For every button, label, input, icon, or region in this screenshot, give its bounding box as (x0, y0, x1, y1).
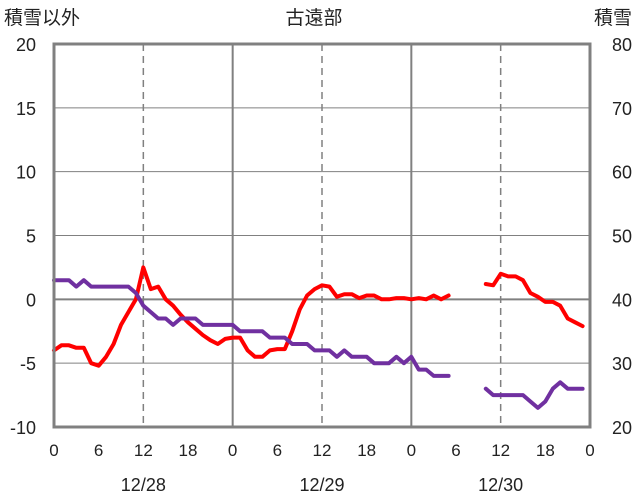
y-tick-label-left: 10 (16, 163, 36, 183)
y-tick-label-right: 50 (612, 227, 632, 247)
series-layer (52, 265, 585, 410)
plot-frame (52, 42, 592, 429)
series-purple-line (52, 278, 451, 378)
y-tick-label-left: -5 (20, 354, 36, 374)
date-label: 12/30 (478, 475, 523, 495)
right-axis-label: 積雪 (594, 7, 632, 29)
chart-title: 古遠部 (285, 7, 342, 29)
series-purple-line (483, 380, 585, 410)
x-tick-label: 12 (313, 441, 332, 460)
y-tick-label-left: 15 (16, 99, 36, 119)
left-axis-label: 積雪以外 (4, 7, 80, 29)
y-tick-label-right: 40 (612, 290, 632, 310)
y-tick-label-right: 70 (612, 99, 632, 119)
grid-layer (54, 44, 590, 427)
y-tick-label-right: 30 (612, 354, 632, 374)
x-tick-label: 0 (407, 441, 416, 460)
x-tick-label: 18 (357, 441, 376, 460)
x-tick-label: 0 (585, 441, 594, 460)
series-red-line (483, 271, 585, 329)
x-tick-label: 0 (228, 441, 237, 460)
x-tick-label: 6 (94, 441, 103, 460)
y-tick-label-left: 0 (26, 290, 36, 310)
y-tick-label-left: 5 (26, 227, 36, 247)
x-tick-label: 12 (491, 441, 510, 460)
x-tick-label: 0 (49, 441, 58, 460)
x-tick-label: 18 (536, 441, 555, 460)
y-tick-label-left: 20 (16, 35, 36, 55)
date-label: 12/28 (121, 475, 166, 495)
x-tick-label: 6 (273, 441, 282, 460)
y-tick-label-right: 80 (612, 35, 632, 55)
y-tick-label-left: -10 (10, 418, 36, 438)
series-red-line (52, 265, 451, 368)
x-tick-label: 12 (134, 441, 153, 460)
x-tick-label: 18 (179, 441, 198, 460)
plot-border (52, 42, 592, 429)
date-label: 12/29 (299, 475, 344, 495)
y-tick-label-right: 60 (612, 163, 632, 183)
x-tick-label: 6 (451, 441, 460, 460)
y-tick-label-right: 20 (612, 418, 632, 438)
